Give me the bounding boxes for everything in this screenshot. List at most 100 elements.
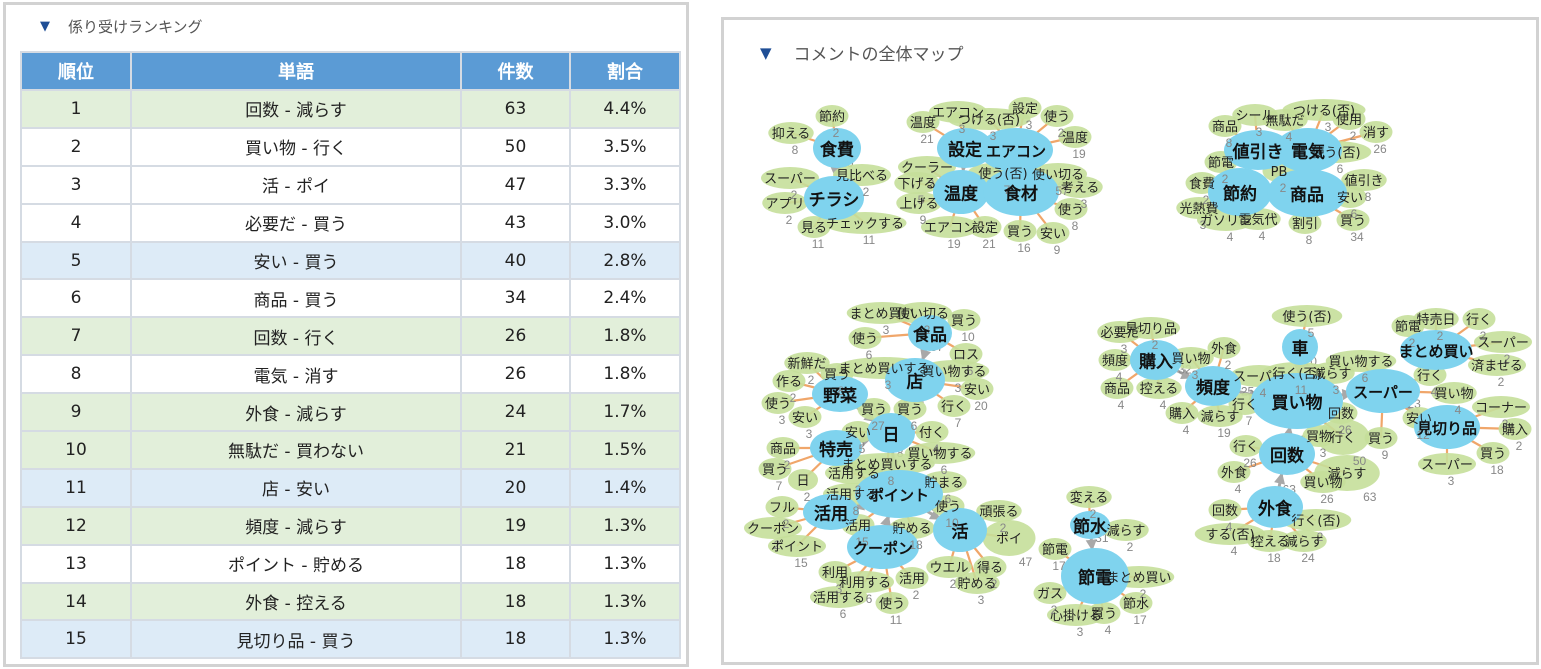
hub-node[interactable] bbox=[983, 168, 1059, 216]
hub-node[interactable] bbox=[1251, 373, 1343, 429]
hub-node[interactable] bbox=[1267, 169, 1347, 217]
hub-node[interactable] bbox=[885, 358, 945, 402]
leaf-count: 2 bbox=[1225, 358, 1232, 372]
hub-node[interactable] bbox=[1061, 548, 1129, 604]
hub-node[interactable] bbox=[908, 315, 952, 351]
hub-node[interactable] bbox=[813, 128, 861, 168]
arrowhead-icon bbox=[920, 348, 932, 362]
leaf-bubble bbox=[1341, 169, 1387, 191]
leaf-bubble bbox=[1229, 435, 1263, 457]
leaf-bubble bbox=[1462, 308, 1496, 330]
leaf-word: 減らす bbox=[1107, 523, 1146, 539]
leaf-bubble bbox=[1476, 442, 1510, 464]
hub-node-label: 商品 bbox=[1290, 185, 1324, 206]
word-cell: 安い - 買う bbox=[130, 240, 462, 281]
leaf-word: 安い bbox=[845, 426, 871, 441]
column-header-ratio: 割合 bbox=[569, 51, 681, 91]
hub-node-label: 購入 bbox=[1139, 352, 1173, 373]
leaf-bubble bbox=[896, 192, 942, 214]
hub-node-label: ポイント bbox=[869, 487, 929, 505]
hub-node[interactable] bbox=[1247, 486, 1303, 528]
leaf-bubble bbox=[1332, 108, 1366, 130]
hub-node[interactable] bbox=[933, 170, 989, 214]
hub-node[interactable] bbox=[1224, 130, 1292, 170]
leaf-count: 2 bbox=[1222, 172, 1229, 186]
hub-node[interactable] bbox=[867, 413, 915, 453]
hub-node[interactable] bbox=[1400, 330, 1472, 370]
leaf-word: 貯める bbox=[957, 577, 996, 592]
leaf-count: 4 bbox=[1226, 520, 1233, 534]
leaf-word: クーポン bbox=[747, 522, 799, 537]
leaf-bubble bbox=[1281, 530, 1327, 552]
hub-node[interactable] bbox=[1274, 128, 1342, 172]
leaf-word: 買い物する bbox=[1328, 355, 1393, 370]
word-cell: 必要だ - 買う bbox=[130, 202, 462, 243]
hub-node[interactable] bbox=[1185, 366, 1241, 406]
leaf-count: 6 bbox=[967, 364, 974, 378]
leaf-word: 消す bbox=[1363, 126, 1389, 141]
hub-node[interactable] bbox=[1346, 369, 1420, 413]
ratio-cell: 1.3% bbox=[569, 505, 681, 546]
ranking-row: 9 外食 - 減らす 24 1.7% bbox=[20, 392, 681, 433]
leaf-word: 貯まる bbox=[924, 476, 963, 491]
leaf-count: 9 bbox=[1382, 448, 1389, 462]
hub-node[interactable] bbox=[937, 128, 993, 168]
leaf-count: 6 bbox=[941, 463, 948, 477]
leaf-count: 17 bbox=[1133, 613, 1147, 627]
hub-node[interactable] bbox=[1070, 511, 1110, 539]
leaf-word: 使う bbox=[935, 499, 961, 515]
leaf-bubble bbox=[976, 500, 1022, 522]
leaf-word: 光熱費 bbox=[1179, 202, 1218, 217]
leaf-bubble bbox=[761, 167, 819, 189]
leaf-word: 抑える bbox=[772, 127, 811, 142]
hub-node[interactable] bbox=[1130, 340, 1182, 380]
hub-node[interactable] bbox=[847, 525, 919, 569]
hub-node[interactable] bbox=[803, 494, 859, 530]
leaf-bubble bbox=[1207, 337, 1241, 359]
leaf-count: 2 bbox=[790, 391, 797, 405]
leaf-count: 8 bbox=[853, 504, 860, 518]
leaf-bubble bbox=[766, 437, 800, 459]
hub-node[interactable] bbox=[1259, 433, 1315, 475]
leaf-count: 19 bbox=[1217, 426, 1231, 440]
leaf-word: まとめ買い bbox=[1106, 571, 1171, 586]
hub-node[interactable] bbox=[979, 128, 1053, 172]
hub-node-label: 外食 bbox=[1258, 499, 1293, 520]
hub-node[interactable] bbox=[855, 470, 943, 518]
ranking-table: 順位 単語 件数 割合 1 回数 - 減らす 63 4.4% 2 買い物 - 行く 50 3.… bbox=[20, 51, 681, 660]
leaf-count: 20 bbox=[974, 399, 988, 413]
leaf-count: 8 bbox=[1072, 219, 1079, 233]
leaf-bubble bbox=[895, 567, 929, 589]
hub-node[interactable] bbox=[1208, 168, 1272, 216]
ratio-cell: 4.4% bbox=[569, 89, 681, 129]
leaf-word: 無駄だ bbox=[1265, 114, 1304, 129]
leaf-bubble bbox=[1003, 220, 1037, 242]
leaf-count: 3 bbox=[1448, 474, 1455, 488]
hub-node[interactable] bbox=[812, 376, 868, 412]
leaf-count: 7 bbox=[1246, 414, 1253, 428]
leaf-count: 4 bbox=[1231, 544, 1238, 558]
leaf-count: 2 bbox=[924, 323, 931, 337]
leaf-word: 温度 bbox=[1062, 130, 1088, 146]
hub-node[interactable] bbox=[810, 430, 862, 466]
leaf-word: 活用 bbox=[845, 519, 871, 534]
hub-node[interactable] bbox=[1282, 329, 1318, 365]
leaf-word: 使い切る bbox=[897, 306, 949, 322]
hub-node[interactable] bbox=[804, 176, 864, 220]
leaf-word: 買う bbox=[762, 463, 788, 478]
leaf-bubble bbox=[1098, 349, 1132, 371]
count-cell: 24 bbox=[460, 392, 571, 433]
leaf-bubble bbox=[982, 520, 1036, 556]
leaf-count: 3 bbox=[1192, 368, 1199, 382]
leaf-bubble bbox=[1033, 582, 1067, 604]
leaf-count: 2 bbox=[774, 538, 781, 552]
hub-node[interactable] bbox=[1414, 405, 1480, 449]
leaf-count: 3 bbox=[836, 582, 843, 596]
rank-cell: 4 bbox=[20, 202, 132, 243]
leaf-bubble bbox=[1066, 486, 1112, 508]
leaf-bubble bbox=[1364, 427, 1398, 449]
hub-node[interactable] bbox=[933, 508, 987, 552]
leaf-count: 2 bbox=[950, 577, 957, 591]
hub-node-label: 値引き bbox=[1232, 142, 1284, 163]
leaf-count: 6 bbox=[1337, 162, 1344, 176]
